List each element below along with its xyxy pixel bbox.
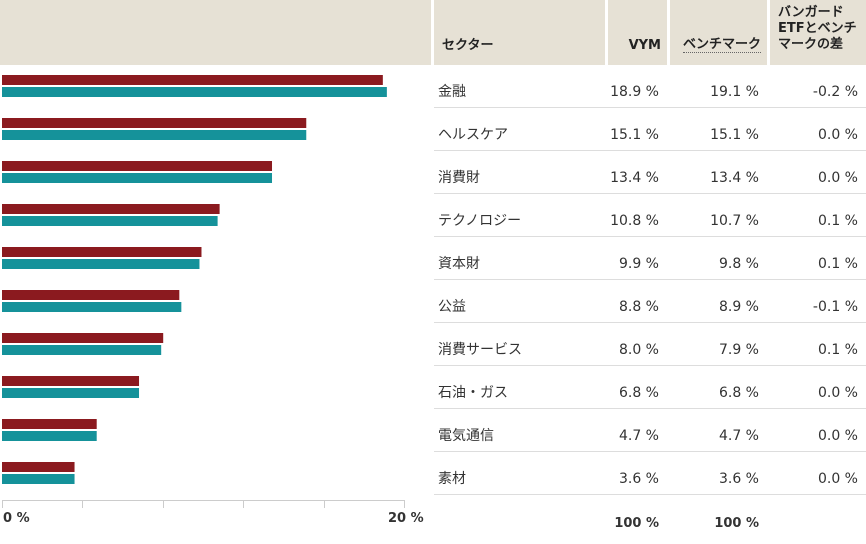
bar-chart	[2, 75, 387, 484]
sector-name: ヘルスケア	[438, 127, 508, 143]
x-axis-tick	[404, 500, 405, 508]
sector-name: 資本財	[438, 256, 480, 272]
vym-bar-0[interactable]	[2, 75, 383, 85]
sector-column-header: セクター	[442, 38, 494, 53]
vym-bar-3[interactable]	[2, 204, 220, 214]
sector-header-cell: セクター	[434, 0, 605, 65]
benchmark-total: 100 %	[714, 516, 759, 531]
benchmark-bar-6[interactable]	[2, 345, 162, 355]
benchmark-bar-7[interactable]	[2, 388, 140, 398]
sector-name: 石油・ガス	[438, 385, 508, 401]
vym-bar-5[interactable]	[2, 290, 180, 300]
sector-name: 公益	[438, 299, 466, 315]
vym-value: 6.8 %	[618, 385, 659, 401]
x-axis-tick	[2, 500, 3, 508]
diff-value: -0.2 %	[812, 84, 858, 100]
benchmark-bar-9[interactable]	[2, 474, 75, 484]
row-divider	[434, 365, 866, 366]
sector-name: テクノロジー	[438, 213, 522, 229]
benchmark-value: 6.8 %	[718, 385, 759, 401]
vym-bar-6[interactable]	[2, 333, 164, 343]
vym-bar-9[interactable]	[2, 462, 75, 472]
vym-header-cell: VYM	[608, 0, 667, 65]
x-axis-tick	[324, 500, 325, 508]
vym-value: 15.1 %	[610, 127, 659, 143]
vym-bar-7[interactable]	[2, 376, 140, 386]
sector-name: 金融	[438, 84, 466, 100]
sector-name: 電気通信	[438, 428, 494, 444]
diff-header-line3: マークの差	[778, 37, 844, 52]
vym-column-header: VYM	[628, 38, 661, 53]
diff-header-line2: ETFとベンチ	[778, 21, 857, 36]
row-divider	[434, 494, 866, 495]
vym-bar-2[interactable]	[2, 161, 273, 171]
x-axis-tick	[243, 500, 244, 508]
vym-value: 18.9 %	[610, 84, 659, 100]
benchmark-value: 9.8 %	[718, 256, 759, 272]
benchmark-bar-0[interactable]	[2, 87, 387, 97]
vym-value: 3.6 %	[618, 471, 659, 487]
benchmark-bar-4[interactable]	[2, 259, 200, 269]
vym-value: 10.8 %	[610, 213, 659, 229]
diff-value: 0.0 %	[817, 127, 858, 143]
benchmark-column-header[interactable]: ベンチマーク	[682, 37, 761, 53]
row-divider	[434, 279, 866, 280]
vym-bar-8[interactable]	[2, 419, 97, 429]
benchmark-bar-2[interactable]	[2, 173, 273, 183]
diff-value: 0.0 %	[817, 428, 858, 444]
vym-bar-1[interactable]	[2, 118, 307, 128]
vym-value: 4.7 %	[618, 428, 659, 444]
diff-value: 0.0 %	[817, 385, 858, 401]
vym-total: 100 %	[614, 516, 659, 531]
vym-value: 13.4 %	[610, 170, 659, 186]
row-divider	[434, 236, 866, 237]
benchmark-header-cell: ベンチマーク	[670, 0, 767, 65]
chart-header-cell	[0, 0, 431, 65]
benchmark-bar-5[interactable]	[2, 302, 182, 312]
vym-bar-4[interactable]	[2, 247, 202, 257]
diff-value: -0.1 %	[812, 299, 858, 315]
benchmark-bar-3[interactable]	[2, 216, 218, 226]
vym-value: 8.0 %	[618, 342, 659, 358]
diff-value: 0.0 %	[817, 170, 858, 186]
benchmark-bar-1[interactable]	[2, 130, 307, 140]
row-divider	[434, 193, 866, 194]
benchmark-bar-8[interactable]	[2, 431, 97, 441]
benchmark-value: 15.1 %	[710, 127, 759, 143]
diff-value: 0.0 %	[817, 471, 858, 487]
benchmark-value: 7.9 %	[718, 342, 759, 358]
diff-value: 0.1 %	[817, 342, 858, 358]
benchmark-value: 19.1 %	[710, 84, 759, 100]
row-divider	[434, 408, 866, 409]
sector-name: 素材	[438, 471, 466, 487]
diff-header-line1: バンガード	[778, 5, 844, 20]
vym-value: 9.9 %	[618, 256, 659, 272]
diff-value: 0.1 %	[817, 213, 858, 229]
benchmark-value: 4.7 %	[718, 428, 759, 444]
benchmark-value: 13.4 %	[710, 170, 759, 186]
benchmark-value: 3.6 %	[718, 471, 759, 487]
row-divider	[434, 150, 866, 151]
x-axis-label-max: 20 %	[388, 511, 424, 526]
row-divider	[434, 451, 866, 452]
benchmark-value: 10.7 %	[710, 213, 759, 229]
benchmark-value: 8.9 %	[718, 299, 759, 315]
x-axis-tick	[163, 500, 164, 508]
diff-header-cell: バンガード ETFとベンチ マークの差	[770, 0, 866, 65]
row-divider	[434, 107, 866, 108]
row-divider	[434, 322, 866, 323]
x-axis-label-min: 0 %	[3, 511, 30, 526]
vym-value: 8.8 %	[618, 299, 659, 315]
x-axis-line	[2, 500, 405, 501]
x-axis-tick	[82, 500, 83, 508]
sector-name: 消費サービス	[438, 342, 522, 358]
diff-value: 0.1 %	[817, 256, 858, 272]
sector-name: 消費財	[438, 170, 480, 186]
